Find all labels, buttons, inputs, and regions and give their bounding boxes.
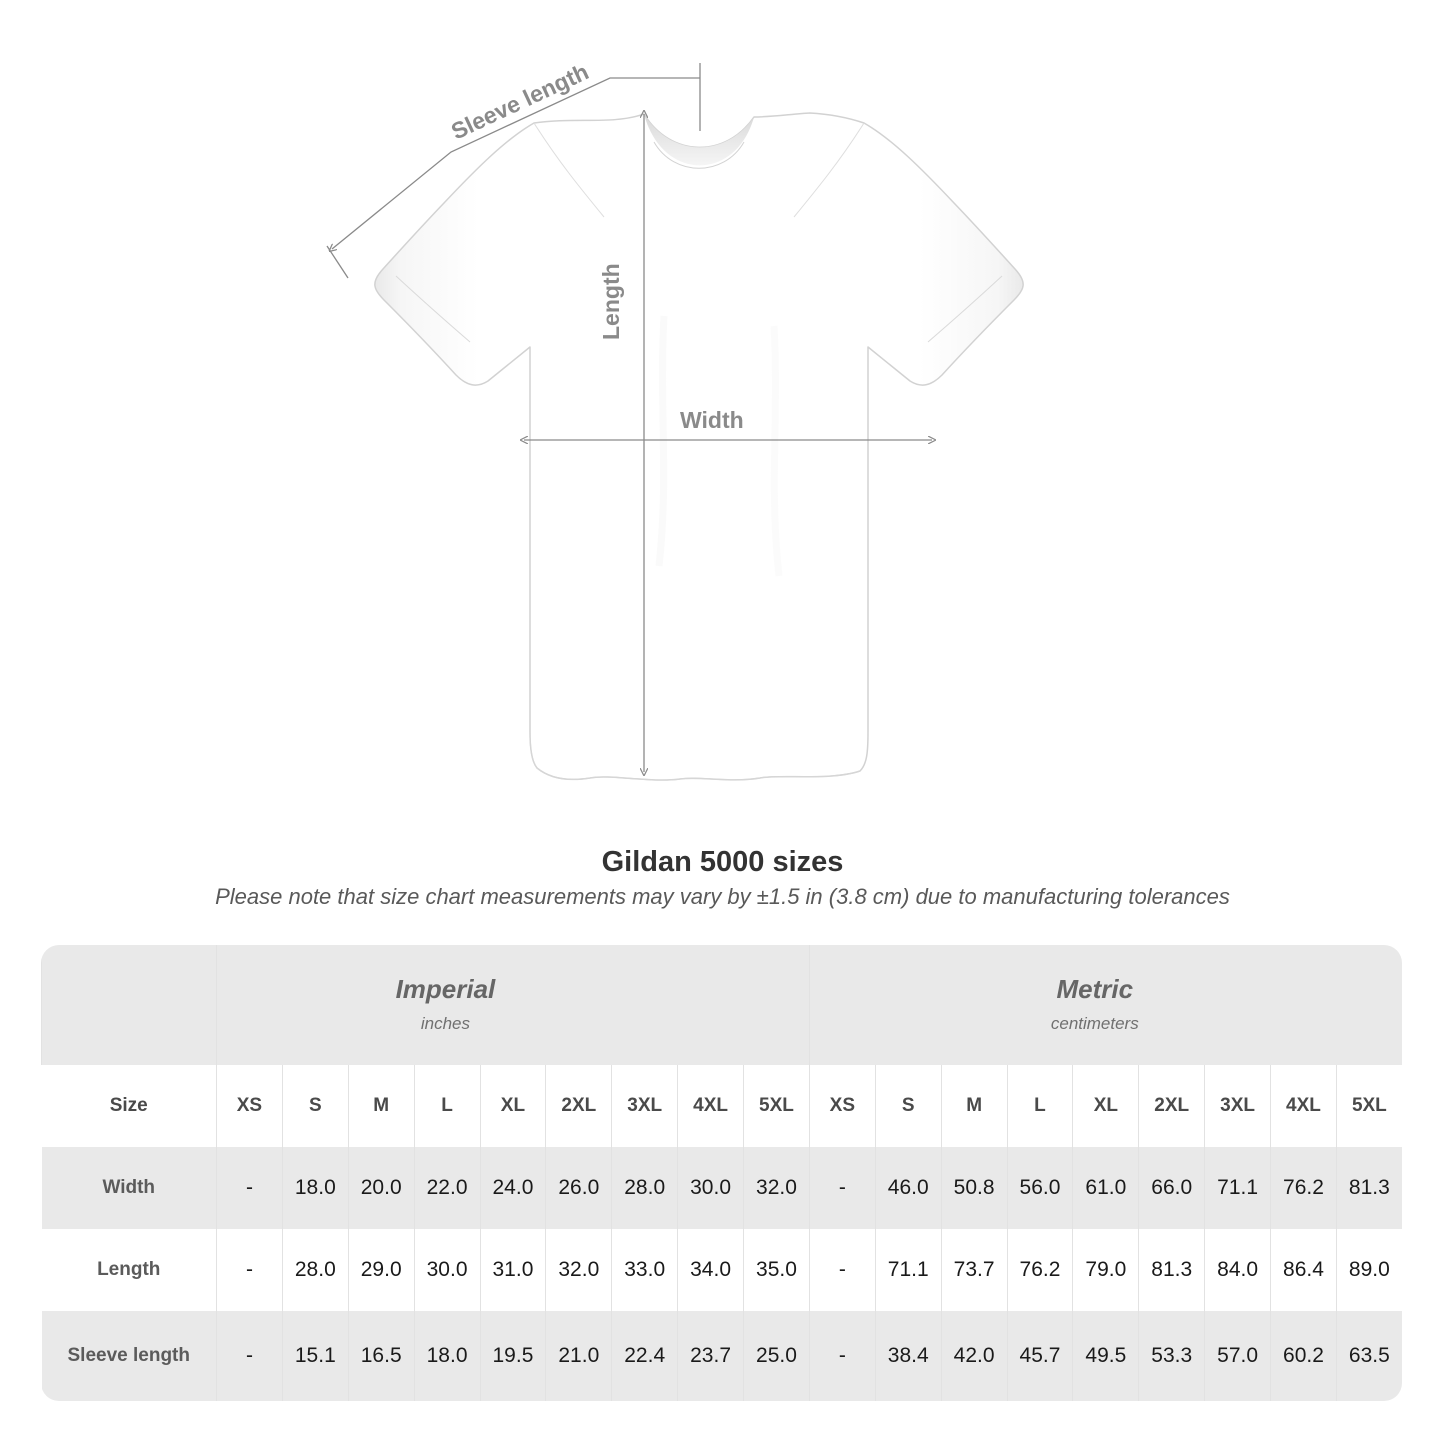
svg-text:Length: Length — [598, 263, 624, 340]
svg-text:Width: Width — [680, 407, 744, 433]
